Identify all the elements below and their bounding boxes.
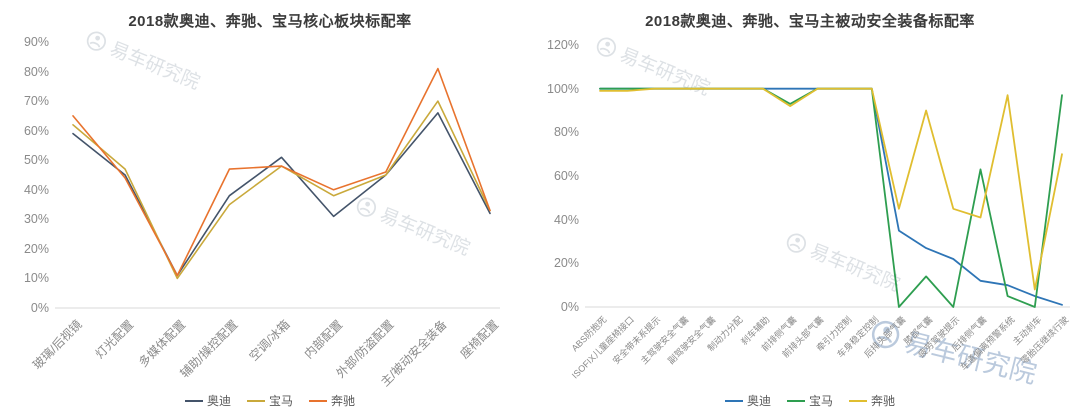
y-axis-tick-label: 20%: [553, 256, 579, 271]
legend-label: 奔驰: [871, 394, 896, 408]
legend-swatch: [786, 399, 805, 402]
y-axis-tick-label: 60%: [553, 169, 579, 183]
y-axis-tick-label: 0%: [30, 301, 49, 315]
legend-label: 宝马: [808, 394, 833, 408]
y-axis-tick-label: 60%: [23, 123, 49, 138]
y-axis-tick-label: 70%: [23, 94, 49, 109]
chart-safety-equipment: 2018款奥迪、奔驰、宝马主被动安全装备标配率 奥迪 宝马 奔驰 0% 20% 40% 6…: [540, 0, 1080, 417]
y-axis-tick-label: 80%: [553, 125, 579, 140]
legend-swatch: [309, 399, 327, 402]
plot-area: [585, 87, 1070, 308]
legend-label: 奥迪: [746, 394, 771, 408]
series-line-宝马: [599, 87, 1063, 308]
legend: 奥迪 宝马 奔驰: [0, 392, 540, 409]
legend-item-奔驰: 奔驰: [309, 392, 355, 409]
y-axis-tick-label: 30%: [23, 212, 49, 227]
legend-item-奥迪: 奥迪: [724, 392, 771, 409]
legend-swatch: [246, 399, 265, 402]
y-axis-tick-label: 80%: [23, 64, 49, 79]
y-axis-tick-label: 0%: [560, 300, 579, 314]
legend-item-奥迪: 奥迪: [184, 392, 231, 409]
chart-title: 2018款奥迪、奔驰、宝马主被动安全装备标配率: [645, 13, 975, 30]
plot-area: [55, 67, 500, 309]
series-line-奥迪: [72, 112, 491, 277]
y-axis-tick-label: 90%: [23, 35, 49, 49]
y-axis-tick-label: 40%: [553, 212, 579, 227]
legend-swatch: [724, 399, 743, 402]
legend-label: 奔驰: [331, 394, 356, 408]
legend-swatch: [184, 399, 203, 402]
series-line-奔驰: [599, 87, 1063, 291]
legend: 奥迪 宝马 奔驰: [540, 392, 1080, 409]
y-axis-tick-label: 120%: [547, 38, 579, 52]
y-axis-tick-label: 50%: [23, 153, 49, 168]
legend-item-奔驰: 奔驰: [849, 392, 895, 409]
legend-item-宝马: 宝马: [246, 392, 293, 409]
y-axis-tick-label: 20%: [23, 241, 49, 256]
y-axis-tick-label: 100%: [547, 81, 579, 96]
series-line-奔驰: [72, 67, 491, 277]
y-axis-tick-label: 10%: [23, 271, 49, 286]
chart-title: 2018款奥迪、奔驰、宝马核心板块标配率: [128, 13, 412, 30]
series-line-宝马: [72, 100, 491, 280]
y-axis-tick-label: 40%: [23, 182, 49, 197]
legend-swatch: [849, 399, 867, 402]
legend-label: 奥迪: [206, 394, 231, 408]
chart-core-modules: 2018款奥迪、奔驰、宝马核心板块标配率 奥迪 宝马 奔驰 0% 10% 20% 30% 4…: [0, 13, 540, 409]
legend-label: 宝马: [268, 394, 293, 408]
legend-item-宝马: 宝马: [786, 392, 833, 409]
series-line-奥迪: [599, 87, 1063, 306]
